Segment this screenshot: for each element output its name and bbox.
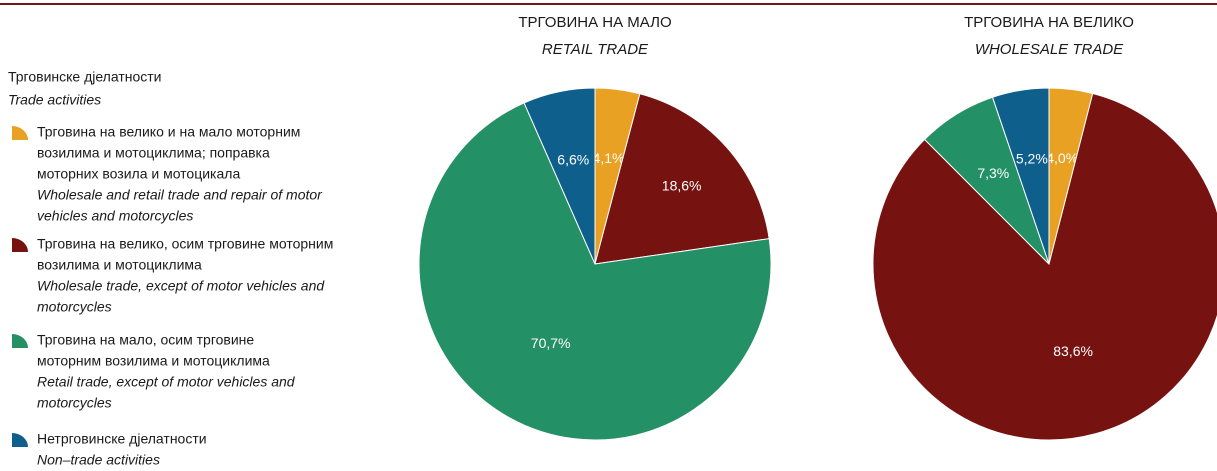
- legend-label: Трговина на велико, осим трговине моторн…: [37, 236, 333, 252]
- data-label: 4,0%: [1046, 150, 1078, 166]
- legend-label-en: motorcycles: [37, 299, 112, 315]
- pie-slice: [991, 87, 1050, 265]
- data-label: 18,6%: [662, 177, 702, 193]
- data-label: 7,3%: [977, 165, 1009, 181]
- legend-icon: [12, 126, 28, 140]
- legend-label: Трговина на мало, осим трговине: [37, 332, 254, 348]
- legend-icon: [12, 334, 28, 348]
- legend-title: Трговинске дјелатности: [8, 69, 162, 85]
- legend-icon: [12, 238, 28, 252]
- chart-title: ТРГОВИНА НА ВЕЛИКО: [964, 14, 1134, 31]
- legend-label-en: Retail trade, except of motor vehicles a…: [37, 374, 296, 390]
- legend-label-en: Wholesale trade, except of motor vehicle…: [37, 278, 325, 294]
- data-label: 5,2%: [1016, 151, 1048, 167]
- pie-slice: [523, 87, 596, 265]
- data-label: 4,1%: [593, 150, 625, 166]
- data-label: 6,6%: [557, 151, 589, 167]
- legend-icon: [12, 433, 28, 447]
- legend-label: возилима и мотоциклима; поправка: [37, 145, 270, 161]
- legend-label-en: motorcycles: [37, 395, 112, 411]
- chart-subtitle: RETAIL TRADE: [542, 41, 649, 58]
- pie-slice: [594, 93, 770, 265]
- legend-label: моторних возила и мотоцикала: [37, 166, 240, 182]
- pie-slice: [418, 102, 772, 441]
- legend-label: возилима и мотоциклима: [37, 257, 202, 273]
- legend-label-en: Wholesale and retail trade and repair of…: [37, 187, 323, 203]
- legend-label-en: vehicles and motorcycles: [37, 208, 193, 224]
- legend-label: Трговина на велико и на мало моторним: [37, 124, 300, 140]
- chart-title: ТРГОВИНА НА МАЛО: [518, 14, 671, 31]
- pie-slice: [872, 92, 1217, 441]
- chart-subtitle: WHOLESALE TRADE: [975, 41, 1124, 58]
- data-label: 83,6%: [1053, 343, 1093, 359]
- legend-label: моторним возилима и мотоциклима: [37, 353, 270, 369]
- legend-label: Нетрговинске дјелатности: [37, 431, 207, 447]
- data-label: 70,7%: [531, 335, 571, 351]
- legend-subtitle: Trade activities: [8, 92, 101, 108]
- legend-label-en: Non–trade activities: [37, 452, 160, 468]
